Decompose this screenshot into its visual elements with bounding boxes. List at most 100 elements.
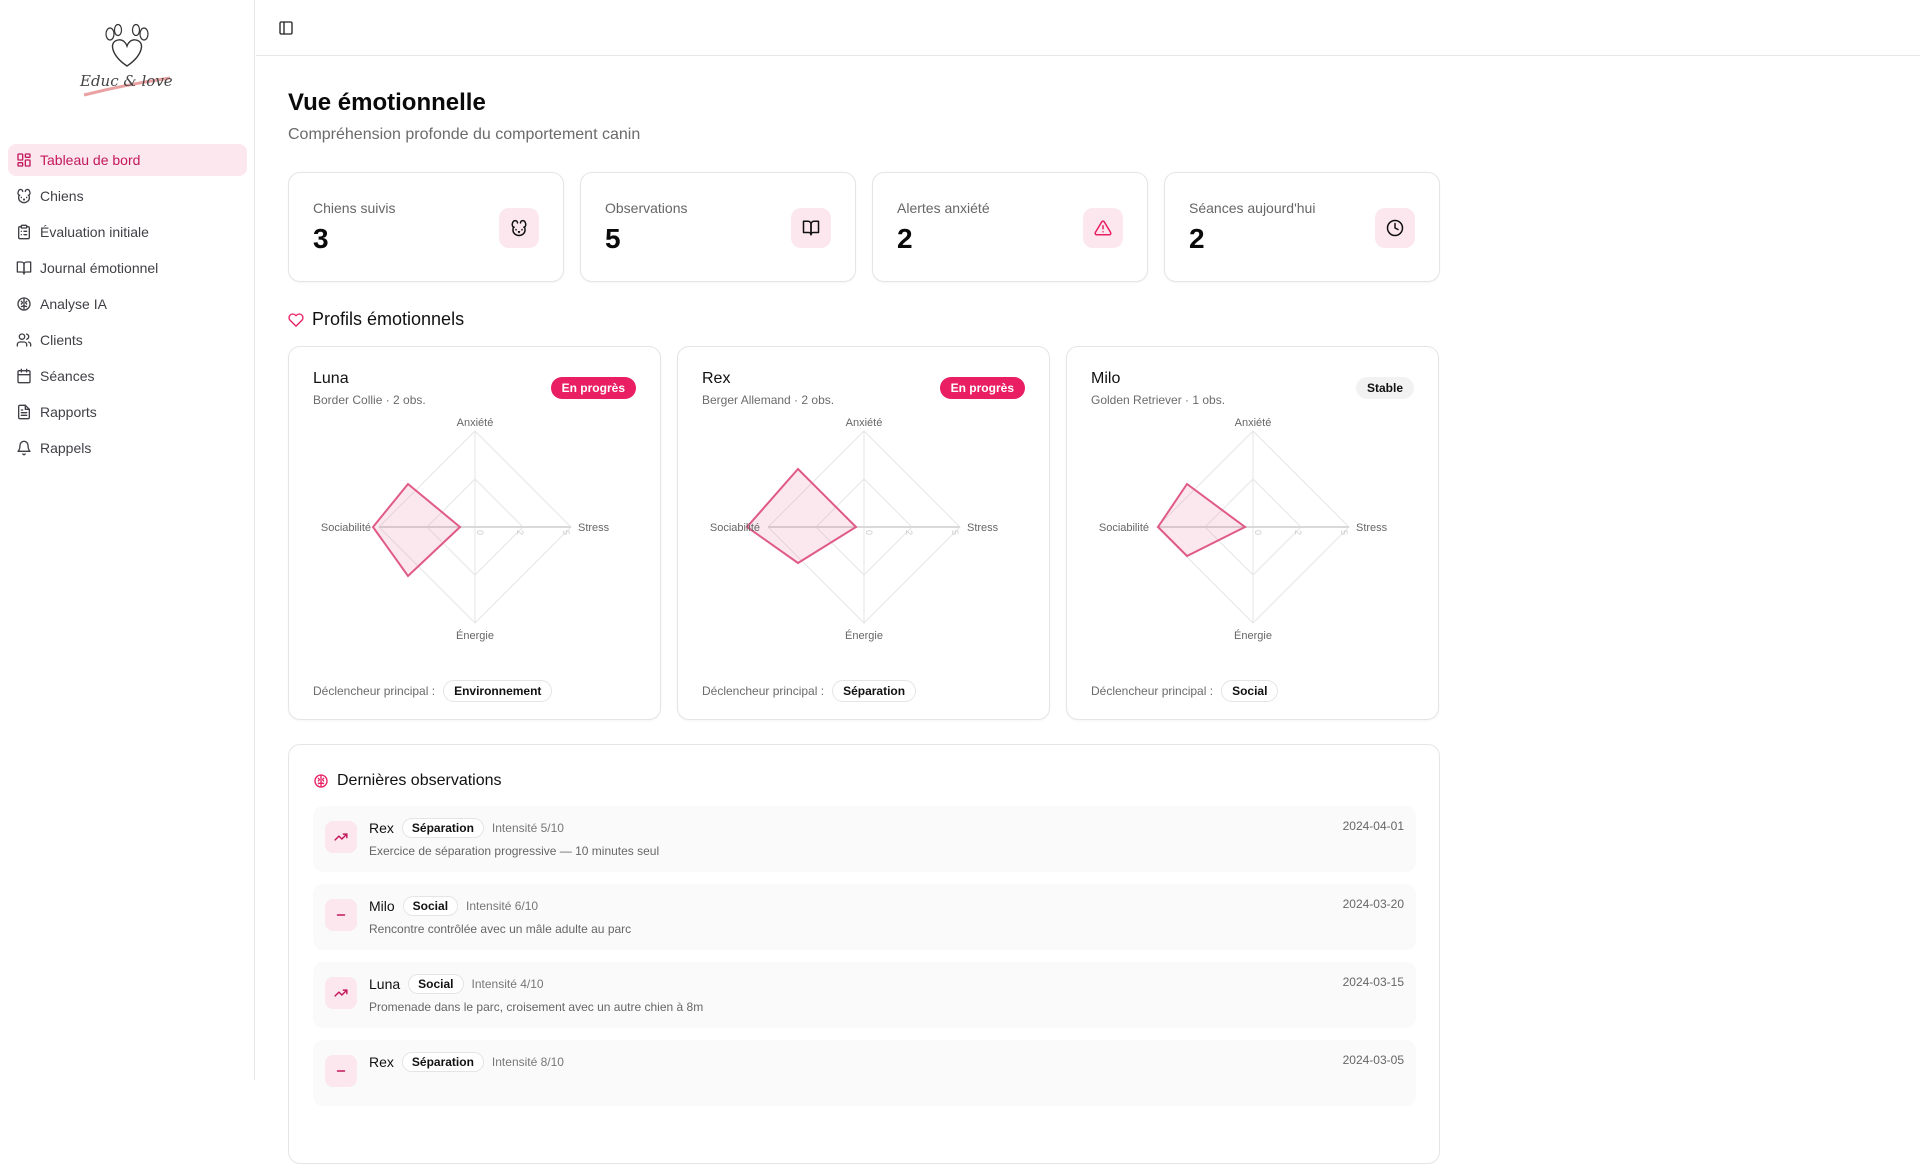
dog-meta: Berger Allemand · 2 obs. <box>702 393 835 407</box>
sidebar-item-chiens[interactable]: Chiens <box>8 180 247 212</box>
sidebar-item-evaluation-initiale[interactable]: Évaluation initiale <box>8 216 247 248</box>
brand-logo[interactable]: Educ & love <box>72 20 182 108</box>
dog-icon <box>17 188 31 204</box>
observation-trigger-pill: Social <box>408 974 464 994</box>
sidebar-item-label: Séances <box>40 368 95 384</box>
minus-icon <box>336 914 346 916</box>
bell-icon <box>17 440 31 456</box>
sidebar-item-label: Clients <box>40 332 83 348</box>
observation-item[interactable]: Luna Social Intensité 4/10 Promenade dan… <box>313 962 1416 1028</box>
observation-date: 2024-03-15 <box>1342 975 1404 989</box>
page-title: Vue émotionnelle <box>288 89 486 116</box>
sidebar: Educ & love Tableau de bord Chiens Évalu… <box>0 0 255 1080</box>
status-badge: En progrès <box>550 377 636 399</box>
observation-header: Milo Social Intensité 6/10 <box>369 896 538 916</box>
status-badge: Stable <box>1355 377 1414 399</box>
layout-dashboard-icon <box>17 153 31 167</box>
sidebar-item-label: Évaluation initiale <box>40 224 149 240</box>
status-badge: En progrès <box>939 377 1025 399</box>
sidebar-item-tableau-de-bord[interactable]: Tableau de bord <box>8 144 247 176</box>
dog-icon <box>511 219 527 237</box>
clipboard-list-icon <box>18 224 30 240</box>
sidebar-item-rappels[interactable]: Rappels <box>8 432 247 464</box>
radar-chart: Anxiété Stress Énergie Sociabilité 0 2 5 <box>1099 417 1388 642</box>
sidebar-item-journal-emotionnel[interactable]: Journal émotionnel <box>8 252 247 284</box>
trend-icon-box <box>325 977 357 1009</box>
observation-dog: Rex <box>369 820 394 836</box>
svg-text:Anxiété: Anxiété <box>1235 417 1272 429</box>
observation-dog: Luna <box>369 976 401 992</box>
svg-text:Sociabilité: Sociabilité <box>321 522 371 534</box>
trigger-pill: Séparation <box>832 680 917 702</box>
observation-date: 2024-03-05 <box>1342 1053 1404 1067</box>
observations-list: Rex Séparation Intensité 5/10 Exercice d… <box>313 806 1416 1118</box>
observation-date: 2024-04-01 <box>1342 819 1404 833</box>
profile-card-rex[interactable]: Rex Berger Allemand · 2 obs. En progrès … <box>677 346 1050 720</box>
page-subtitle: Compréhension profonde du comportement c… <box>288 126 641 143</box>
trigger-label: Déclencheur principal : <box>313 684 436 698</box>
svg-text:2: 2 <box>515 530 525 535</box>
svg-text:0: 0 <box>864 530 874 535</box>
radar-chart: Anxiété Stress Énergie Sociabilité 0 2 5 <box>321 417 610 642</box>
heart-icon <box>288 312 304 327</box>
observation-intensity: Intensité 6/10 <box>466 899 539 913</box>
sidebar-item-label: Chiens <box>40 188 84 204</box>
observation-trigger-pill: Séparation <box>401 818 484 838</box>
brain-icon <box>314 774 328 788</box>
observation-item[interactable]: Milo Social Intensité 6/10 Rencontre con… <box>313 884 1416 950</box>
svg-text:2: 2 <box>904 530 914 535</box>
radar-polygon <box>371 482 462 578</box>
observation-trigger-pill: Social <box>402 896 459 916</box>
svg-text:Stress: Stress <box>1356 522 1388 534</box>
observation-header: Rex Séparation Intensité 8/10 <box>369 1052 564 1072</box>
sidebar-item-seances[interactable]: Séances <box>8 360 247 392</box>
svg-text:0: 0 <box>475 530 485 535</box>
sidebar-item-analyse-ia[interactable]: Analyse IA <box>8 288 247 320</box>
trend-icon-box <box>325 1055 357 1087</box>
stat-label: Observations <box>605 200 688 216</box>
observations-title-text: Dernières observations <box>337 772 502 789</box>
profile-card-milo[interactable]: Milo Golden Retriever · 1 obs. Stable An… <box>1066 346 1439 720</box>
observation-item[interactable]: Rex Séparation Intensité 5/10 Exercice d… <box>313 806 1416 872</box>
stat-icon-box <box>791 208 831 248</box>
sidebar-item-rapports[interactable]: Rapports <box>8 396 247 428</box>
stat-card-seances-aujourdhui: Séances aujourd'hui 2 <box>1164 172 1440 282</box>
svg-text:Sociabilité: Sociabilité <box>710 522 760 534</box>
svg-text:Énergie: Énergie <box>456 629 494 642</box>
stat-icon-box <box>1375 208 1415 248</box>
sidebar-toggle-button[interactable] <box>276 18 296 38</box>
stat-card-observations: Observations 5 <box>580 172 856 282</box>
trigger-pill: Social <box>1221 680 1279 702</box>
svg-text:0: 0 <box>1253 530 1263 535</box>
svg-text:Anxiété: Anxiété <box>457 417 494 429</box>
observations-title: Dernières observations <box>313 772 502 790</box>
observation-intensity: Intensité 4/10 <box>471 977 544 991</box>
profile-card-luna[interactable]: Luna Border Collie · 2 obs. En progrès A… <box>288 346 661 720</box>
sidebar-item-clients[interactable]: Clients <box>8 324 247 356</box>
stat-value: 5 <box>605 223 621 254</box>
top-bar <box>256 0 1920 56</box>
trigger-label: Déclencheur principal : <box>702 684 825 698</box>
sidebar-item-label: Tableau de bord <box>40 152 141 168</box>
observation-intensity: Intensité 8/10 <box>491 1055 564 1069</box>
book-open-icon <box>16 261 32 275</box>
svg-text:Sociabilité: Sociabilité <box>1099 522 1149 534</box>
trigger-label: Déclencheur principal : <box>1091 684 1214 698</box>
svg-text:Stress: Stress <box>578 522 610 534</box>
observation-description: Exercice de séparation progressive — 10 … <box>369 844 660 858</box>
stat-value: 3 <box>313 223 329 254</box>
observation-description: Rencontre contrôlée avec un mâle adulte … <box>369 922 632 936</box>
minus-icon <box>336 1070 346 1072</box>
svg-text:Stress: Stress <box>967 522 999 534</box>
main-trigger: Déclencheur principal : Environnement <box>313 680 553 702</box>
svg-text:5: 5 <box>1339 530 1349 535</box>
observation-item[interactable]: Rex Séparation Intensité 8/10 2024-03-05 <box>313 1040 1416 1106</box>
observation-header: Rex Séparation Intensité 5/10 <box>369 818 564 838</box>
section-title-text: Profils émotionnels <box>312 309 465 329</box>
main-trigger: Déclencheur principal : Social <box>1091 680 1279 702</box>
stat-label: Séances aujourd'hui <box>1189 200 1316 216</box>
sidebar-item-label: Analyse IA <box>40 296 107 312</box>
book-open-icon <box>802 220 820 236</box>
stats-row: Chiens suivis 3 Observations 5 Alertes a… <box>288 172 1440 282</box>
file-text-icon <box>18 404 30 420</box>
